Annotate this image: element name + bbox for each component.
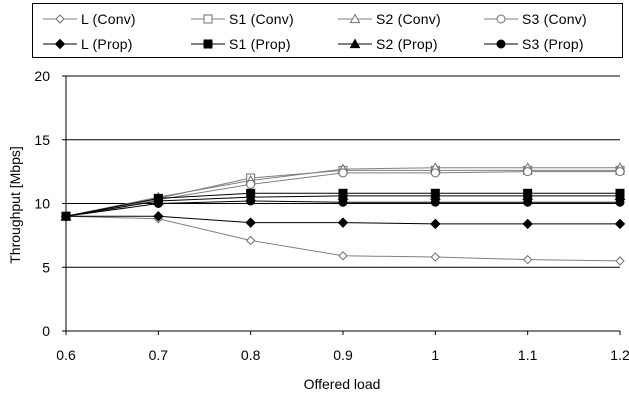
legend-swatch-3	[484, 14, 518, 24]
legend: L (Conv) S1 (Conv) S2 (Conv) S3 (Conv) L (P…	[32, 3, 623, 58]
legend-row-conv: L (Conv) S1 (Conv) S2 (Conv) S3 (Conv)	[33, 7, 622, 31]
legend-label-4: L (Prop)	[81, 36, 133, 52]
series-3-point-4	[430, 168, 440, 178]
legend-swatch-6	[338, 38, 372, 49]
legend-item-6: S2 (Prop)	[338, 32, 438, 56]
legend-item-1: S1 (Conv)	[191, 7, 294, 31]
x-axis-title: Offered load	[304, 376, 381, 392]
legend-label-0: L (Conv)	[81, 11, 136, 27]
legend-label-2: S2 (Conv)	[376, 11, 441, 27]
series-7	[61, 196, 625, 221]
y-tick-label-4: 20	[34, 68, 50, 84]
x-tick-labels: 0.6 0.7 0.8 0.9 1 1.1 1.2	[56, 347, 629, 363]
series-0-point-4	[430, 252, 441, 262]
legend-swatch-marker-6	[349, 38, 361, 49]
legend-swatch-marker-5	[203, 39, 213, 49]
series-7-point-6	[615, 197, 625, 207]
x-tick-label-2: 0.8	[241, 347, 261, 363]
series-3-point-5	[523, 167, 533, 177]
legend-swatch-7	[484, 39, 518, 49]
series-4-point-1	[153, 211, 164, 222]
y-tick-label-2: 10	[34, 196, 50, 212]
legend-label-3: S3 (Conv)	[522, 11, 587, 27]
legend-item-0: L (Conv)	[43, 7, 136, 31]
legend-item-3: S3 (Conv)	[484, 7, 587, 31]
series-7-point-2	[246, 196, 256, 206]
legend-item-4: L (Prop)	[43, 32, 133, 56]
series-4-point-3	[337, 217, 349, 228]
x-tick-label-6: 1.2	[610, 347, 629, 363]
legend-swatch-4	[43, 38, 77, 50]
series-7-point-3	[338, 197, 348, 207]
legend-swatch-1	[191, 14, 225, 24]
legend-item-5: S1 (Prop)	[191, 32, 291, 56]
x-tick-label-1: 0.7	[149, 347, 169, 363]
legend-swatch-2	[338, 13, 372, 24]
legend-label-1: S1 (Conv)	[229, 11, 294, 27]
legend-swatch-marker-7	[496, 39, 506, 49]
legend-swatch-marker-1	[203, 14, 213, 24]
legend-row-prop: L (Prop) S1 (Prop) S2 (Prop) S3 (Prop)	[33, 32, 622, 56]
legend-swatch-0	[43, 14, 77, 24]
series-4-point-4	[430, 218, 441, 230]
series-0-point-6	[615, 256, 625, 266]
series-4-point-6	[614, 218, 626, 230]
series-4-point-5	[522, 218, 533, 230]
series-3-point-3	[338, 168, 348, 178]
legend-swatch-marker-3	[496, 14, 506, 24]
series-3-point-2	[246, 179, 256, 189]
y-tick-label-0: 0	[42, 323, 50, 339]
series-3-point-6	[615, 167, 625, 177]
series-4-point-2	[245, 217, 256, 228]
x-tick-label-4: 1	[431, 347, 439, 363]
legend-label-7: S3 (Prop)	[522, 36, 584, 52]
y-tick-label-1: 5	[42, 259, 50, 275]
y-tick-labels: 0 5 10 15 20	[34, 68, 50, 339]
y-axis-title: Throughput [Mbps]	[7, 146, 23, 264]
y-tick-label-3: 15	[34, 132, 50, 148]
series-0-point-2	[245, 235, 256, 246]
x-tick-label-0: 0.6	[56, 347, 76, 363]
legend-swatch-marker-4	[54, 38, 66, 50]
legend-swatch-marker-2	[349, 13, 361, 24]
x-tick-label-5: 1.1	[518, 347, 538, 363]
series-group	[60, 162, 626, 266]
legend-label-5: S1 (Prop)	[229, 36, 291, 52]
series-7-point-4	[430, 197, 440, 207]
legend-label-6: S2 (Prop)	[376, 36, 438, 52]
legend-item-2: S2 (Conv)	[338, 7, 441, 31]
series-0-point-3	[338, 251, 348, 261]
legend-swatch-marker-0	[55, 14, 65, 24]
series-4	[60, 211, 626, 230]
series-0-point-5	[522, 254, 533, 265]
series-7-point-0	[61, 211, 71, 221]
legend-item-7: S3 (Prop)	[484, 32, 584, 56]
series-7-point-1	[153, 199, 163, 208]
series-7-point-5	[523, 197, 533, 207]
x-tick-label-3: 0.9	[333, 347, 353, 363]
legend-swatch-5	[191, 39, 225, 49]
axes	[62, 75, 621, 335]
